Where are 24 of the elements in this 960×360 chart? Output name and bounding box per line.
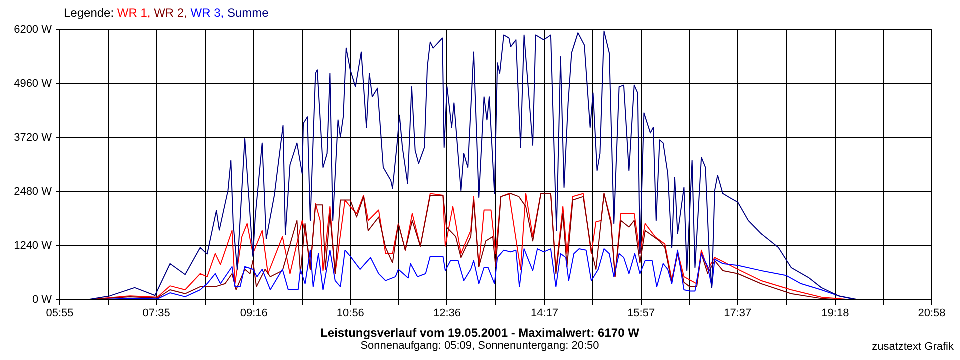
y-tick-label: 0 W [32, 294, 53, 306]
text: WR 1, [117, 6, 151, 20]
x-tick-label: 12:36 [433, 308, 461, 320]
legend-title: Legende: [64, 6, 114, 20]
x-tick-label: 14:17 [530, 308, 559, 320]
y-tick-label: 6200 W [14, 24, 53, 36]
text: Summe [227, 6, 269, 20]
text: WR 3, [190, 6, 224, 20]
x-tick-label: 05:55 [46, 308, 74, 320]
y-tick-label: 2480 W [14, 186, 53, 198]
x-tick-label: 10:56 [336, 308, 364, 320]
y-tick-label: 4960 W [14, 78, 53, 90]
text: WR 2, [154, 6, 188, 20]
x-tick-label: 09:16 [240, 308, 268, 320]
y-tick-label: 3720 W [14, 132, 53, 144]
x-tick-label: 20:58 [918, 308, 946, 320]
text: zusatztext Grafik [872, 341, 954, 353]
x-tick-label: 19:18 [822, 308, 850, 320]
x-tick-label: 17:37 [724, 308, 752, 320]
text: Sonnenaufgang: 05:09, Sonnenuntergang: 20:50 [360, 340, 600, 352]
x-tick-label: 07:35 [142, 308, 170, 320]
y-tick-label: 1240 W [14, 240, 53, 252]
text: Leistungsverlauf vom 19.05.2001 - Maximalwert: 6170 W [320, 326, 640, 340]
x-tick-label: 15:57 [628, 308, 656, 320]
